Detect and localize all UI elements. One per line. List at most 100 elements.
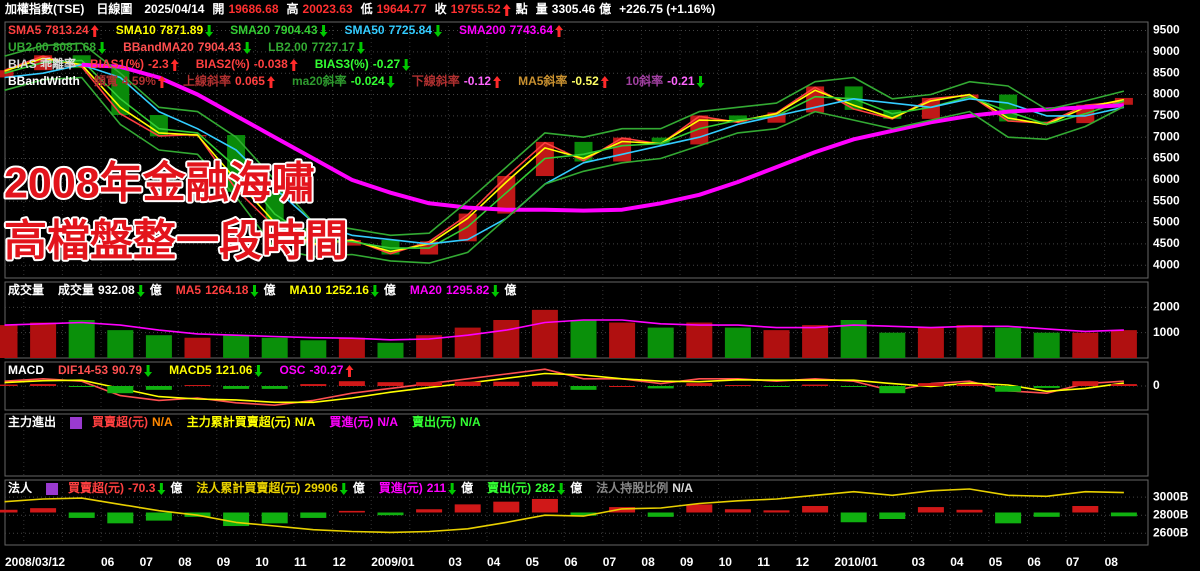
- x-tick-label: 10: [719, 555, 733, 569]
- legend-text: 日線圖: [96, 1, 132, 16]
- bar: [763, 386, 790, 387]
- bar: [609, 507, 636, 513]
- legend-text: 19686.68: [228, 2, 278, 16]
- legend-label: 主力累計買賣超(元): [187, 414, 291, 429]
- candle: [149, 115, 168, 137]
- series-line: [4, 319, 1124, 341]
- trend-arrow: [144, 365, 153, 377]
- trend-arrow: [402, 59, 411, 71]
- bar: [261, 386, 288, 389]
- trend-arrow: [254, 365, 263, 377]
- bar: [300, 384, 327, 386]
- legend-label: 買賣超(元): [92, 414, 148, 429]
- y-tick-label: 6500: [1153, 151, 1180, 165]
- y-tick-label: 6000: [1153, 172, 1180, 186]
- legend-unit: 億: [461, 480, 473, 495]
- legend-label: 頻寬: [94, 73, 118, 88]
- legend-value: 1252.16: [326, 283, 370, 297]
- bar: [609, 386, 636, 387]
- bar: [1072, 506, 1099, 513]
- y-tick-label: 2600B: [1153, 525, 1189, 539]
- caption: 高檔盤整一段時間: [4, 217, 348, 265]
- x-tick-label: 08: [178, 555, 192, 569]
- bar: [0, 384, 18, 386]
- legend-value: N/A: [672, 481, 693, 495]
- bar: [416, 382, 443, 386]
- legend-value: N/A: [377, 415, 398, 429]
- legend-label: OSC: [279, 363, 305, 377]
- caption: 2008年金融海嘯: [4, 158, 315, 207]
- candle: [342, 240, 361, 246]
- legend-label: UB2.00: [8, 40, 49, 54]
- y-tick-label: 8500: [1153, 65, 1180, 79]
- legend-text: 收: [435, 1, 447, 16]
- candle: [651, 137, 670, 145]
- legend-label: SMA50: [345, 23, 385, 37]
- bar: [879, 386, 906, 394]
- x-tick-label: 04: [487, 555, 501, 569]
- bar: [454, 381, 481, 386]
- bar: [454, 504, 481, 513]
- bar: [454, 327, 481, 358]
- bar: [917, 383, 944, 386]
- trend-arrow: [266, 76, 275, 88]
- legend-label: ma20斜率: [292, 73, 347, 88]
- x-tick-label: 12: [333, 555, 347, 569]
- legend-value: 121.06: [216, 363, 253, 377]
- bar: [338, 510, 365, 513]
- panel-title: 法人: [8, 480, 33, 495]
- bar: [802, 325, 829, 358]
- trend-arrow: [319, 25, 328, 37]
- legend-value: N/A: [295, 415, 316, 429]
- trend-arrow: [696, 76, 705, 88]
- legend-label: 10斜率: [626, 73, 663, 88]
- trend-arrow: [243, 42, 252, 54]
- legend-text: 高: [287, 1, 299, 16]
- bar: [300, 340, 327, 358]
- bar: [570, 320, 597, 358]
- bar: [145, 512, 172, 521]
- legend-text: 加權指數(TSE): [4, 1, 84, 16]
- trend-arrow: [157, 76, 166, 88]
- bar: [145, 386, 172, 390]
- legend-text: 19644.77: [377, 2, 427, 16]
- bar: [917, 507, 944, 513]
- bar: [840, 386, 867, 387]
- y-tick-label: 9000: [1153, 44, 1180, 58]
- legend-value: 211: [427, 481, 447, 495]
- trend-arrow: [289, 59, 298, 71]
- legend-label: MA20: [410, 283, 442, 297]
- bar: [493, 381, 520, 386]
- trend-arrow: [345, 365, 354, 377]
- trend-arrow: [555, 25, 564, 37]
- legend-text: 3305.46: [552, 2, 596, 16]
- bar: [107, 512, 134, 524]
- bar: [570, 386, 597, 390]
- bar: [68, 386, 95, 387]
- series-line: [4, 57, 1125, 253]
- trend-arrow: [356, 42, 365, 54]
- bar: [261, 337, 288, 358]
- legend-value: 8081.68: [53, 40, 97, 54]
- legend-value: -0.21: [667, 74, 695, 88]
- panel-title: 主力進出: [8, 414, 56, 429]
- bar: [917, 327, 944, 358]
- legend-label: 法人持股比例: [596, 480, 668, 495]
- x-tick-label: 09: [217, 555, 231, 569]
- bar: [377, 342, 404, 358]
- trend-arrow: [170, 59, 179, 71]
- legend-value: 90.79: [112, 363, 142, 377]
- legend-value: -2.3: [148, 57, 169, 71]
- x-tick-label: 2009/01: [371, 555, 415, 569]
- legend-label: MACD5: [169, 363, 212, 377]
- bar: [0, 325, 18, 358]
- legend-label: MA5斜率: [518, 73, 567, 88]
- x-tick-label: 07: [1066, 555, 1080, 569]
- legend-value: -70.3: [128, 481, 156, 495]
- legend-text: 2025/04/14: [144, 2, 204, 16]
- y-tick-label: 4500: [1153, 236, 1180, 250]
- legend-value: 4.59%: [122, 74, 156, 88]
- y-tick-label: 0: [1153, 378, 1160, 392]
- legend-label: BBandWidth: [8, 74, 80, 88]
